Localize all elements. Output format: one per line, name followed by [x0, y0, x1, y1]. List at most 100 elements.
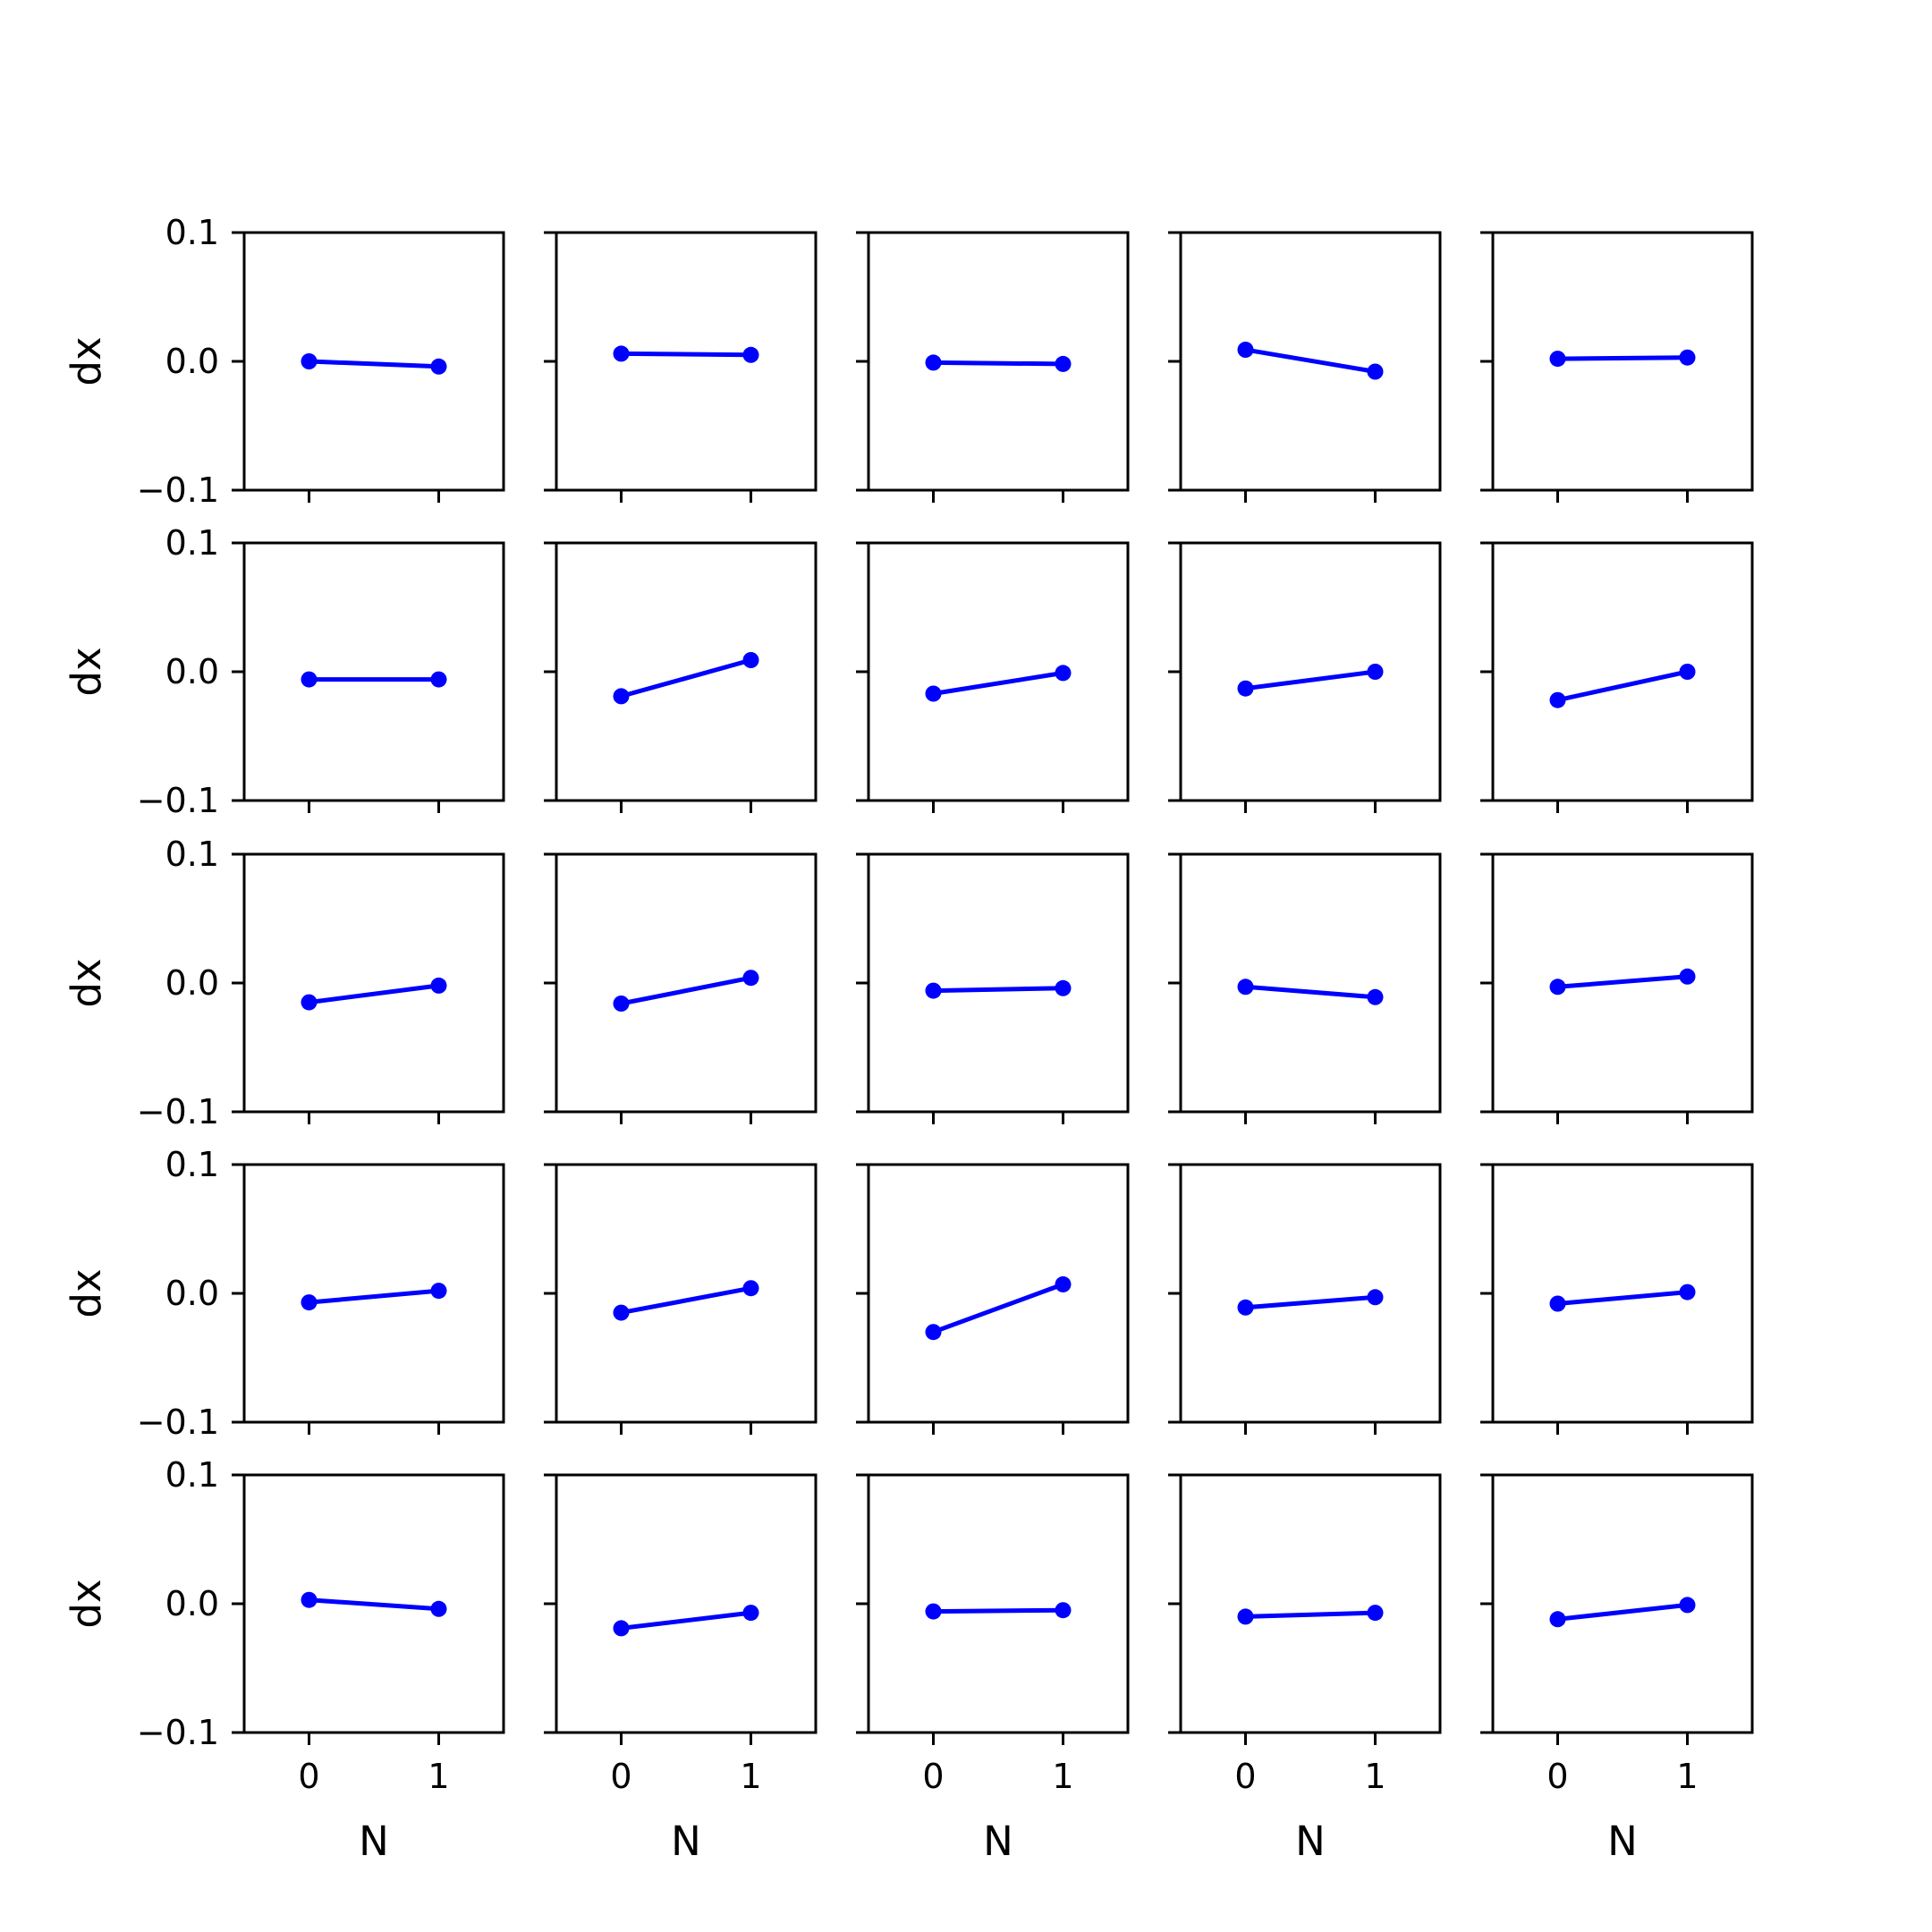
data-point	[1237, 979, 1254, 996]
panel-r1-c2	[544, 231, 818, 503]
y-tick-label: −0.1	[137, 470, 219, 510]
data-point	[1367, 363, 1384, 380]
data-point	[613, 996, 630, 1012]
y-tick-label: 0.0	[165, 342, 219, 381]
data-point	[613, 688, 630, 705]
data-point	[1549, 691, 1566, 708]
data-point	[1055, 665, 1072, 682]
data-point	[925, 982, 942, 999]
data-point	[430, 358, 447, 375]
panel-r5-c3: 0 1N	[856, 1473, 1130, 1865]
x-axis-label: N	[1607, 1818, 1638, 1865]
x-axis-label: N	[983, 1818, 1013, 1865]
y-tick-label: 0.1	[165, 523, 219, 563]
x-tick-label: 0	[1546, 1757, 1568, 1796]
panel-r5-c1: 0 1 −0.1 0.0 0.1 dx N	[63, 1455, 505, 1865]
series-line	[1243, 984, 1377, 1000]
data-point	[1679, 349, 1696, 366]
x-tick-label: 1	[428, 1757, 449, 1796]
panel-r4-c2	[544, 1163, 818, 1435]
data-point	[925, 1603, 942, 1620]
data-point	[430, 671, 447, 688]
series-line	[619, 1285, 753, 1316]
series-line	[307, 983, 441, 1005]
x-axis-label: N	[1295, 1818, 1326, 1865]
data-point	[1549, 351, 1566, 368]
data-point	[1679, 664, 1696, 680]
panel-r1-c1: −0.1 0.0 0.1 dx	[63, 213, 505, 510]
data-point	[742, 1605, 759, 1622]
data-point	[1679, 1284, 1696, 1301]
data-point	[1237, 680, 1254, 697]
series-line	[931, 1282, 1065, 1335]
data-point	[1367, 988, 1384, 1005]
x-tick-label: 0	[610, 1757, 631, 1796]
data-point	[301, 353, 318, 369]
data-point	[430, 977, 447, 994]
data-point	[1055, 1275, 1072, 1292]
data-point	[925, 354, 942, 371]
y-tick-label: 0.0	[165, 652, 219, 691]
data-point	[301, 1294, 318, 1311]
x-tick-label: 0	[298, 1757, 319, 1796]
panel-r2-c2	[544, 541, 818, 813]
y-tick-label: 0.0	[165, 963, 219, 1003]
x-axis-label: N	[359, 1818, 389, 1865]
data-point	[742, 1280, 759, 1297]
data-point	[1367, 664, 1384, 680]
series-line	[1555, 974, 1690, 989]
x-tick-label: 0	[1234, 1757, 1256, 1796]
panel-r2-c5	[1480, 541, 1754, 813]
series-line	[1555, 1602, 1690, 1622]
x-tick-label: 0	[922, 1757, 944, 1796]
data-point	[742, 346, 759, 363]
series-line	[307, 359, 441, 369]
panel-r1-c3	[856, 231, 1130, 503]
series-line	[931, 1607, 1065, 1614]
y-tick-label: 0.1	[165, 1455, 219, 1495]
data-point	[613, 1304, 630, 1321]
y-tick-label: 0.0	[165, 1274, 219, 1313]
series-line	[307, 1597, 441, 1612]
data-point	[742, 970, 759, 987]
x-tick-label: 1	[1676, 1757, 1698, 1796]
y-tick-label: 0.1	[165, 1145, 219, 1184]
series-line	[619, 1610, 753, 1631]
y-tick-label: −0.1	[137, 1092, 219, 1131]
series-line	[931, 986, 1065, 994]
series-line	[1243, 347, 1377, 374]
x-tick-label: 1	[1052, 1757, 1073, 1796]
series-line	[931, 360, 1065, 367]
y-tick-label: 0.1	[165, 835, 219, 874]
data-point	[1549, 1295, 1566, 1312]
panel-r3-c3	[856, 852, 1130, 1124]
panel-r3-c1: −0.1 0.0 0.1 dx	[63, 835, 505, 1131]
panel-r2-c3	[856, 541, 1130, 813]
data-point	[1367, 1289, 1384, 1306]
series-line	[619, 657, 753, 699]
x-tick-label: 1	[740, 1757, 761, 1796]
panel-r1-c4	[1168, 231, 1442, 503]
data-point	[1237, 1299, 1254, 1316]
x-tick-label: 1	[1364, 1757, 1385, 1796]
data-point	[613, 345, 630, 362]
series-line	[619, 975, 753, 1006]
panel-r5-c5: 0 1N	[1480, 1473, 1754, 1865]
y-tick-label: −0.1	[137, 1402, 219, 1442]
data-point	[430, 1283, 447, 1300]
panel-r3-c5	[1480, 852, 1754, 1124]
y-axis-label: dx	[63, 336, 110, 386]
series-line	[1555, 669, 1690, 703]
data-point	[1237, 342, 1254, 358]
x-axis-label: N	[671, 1818, 701, 1865]
panel-r1-c5	[1480, 231, 1754, 503]
y-axis-label: dx	[63, 958, 110, 1007]
y-tick-label: 0.0	[165, 1584, 219, 1623]
data-point	[1055, 979, 1072, 996]
y-axis-label: dx	[63, 1579, 110, 1628]
series-line	[619, 351, 753, 358]
panel-r4-c5	[1480, 1163, 1754, 1435]
data-point	[613, 1620, 630, 1637]
